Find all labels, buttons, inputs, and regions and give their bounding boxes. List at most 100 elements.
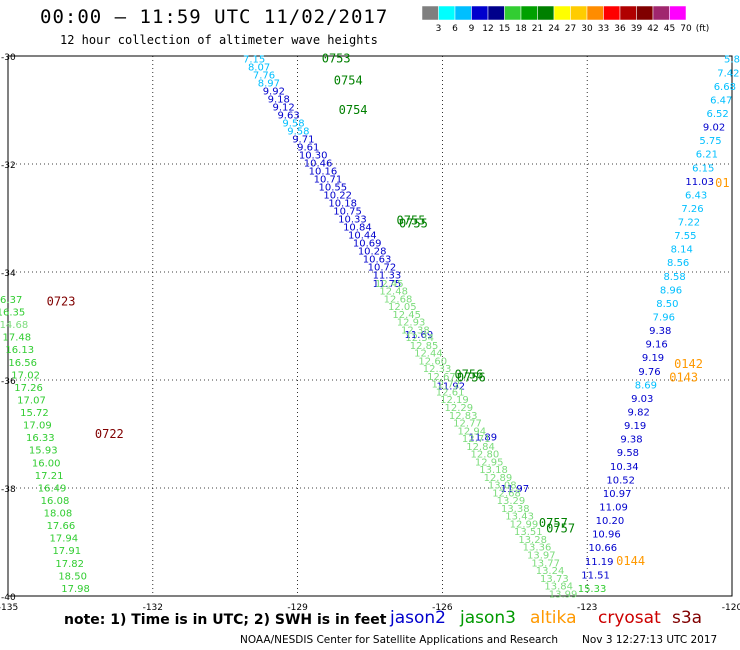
- colorbar-label: 6: [452, 24, 458, 34]
- wave-height-label: 12.68: [384, 294, 413, 305]
- wave-height-label: 11.92: [437, 381, 466, 392]
- wave-height-label: 7.15: [243, 55, 265, 66]
- wave-height-label: 9.61: [297, 143, 319, 154]
- pass-time-label: 0755: [397, 214, 426, 228]
- wave-height-label: 6.68: [714, 82, 736, 93]
- wave-height-label: 8.50: [656, 299, 678, 310]
- wave-height-label: 17.07: [17, 395, 46, 406]
- wave-height-label: 11.89: [469, 433, 498, 444]
- wave-height-label: 12.95: [475, 457, 504, 468]
- wave-height-label: 11.33: [373, 271, 402, 282]
- wave-height-label: 10.16: [309, 167, 338, 178]
- wave-height-label: 13.29: [497, 496, 526, 507]
- legend-s3a: s3a: [672, 608, 703, 628]
- wave-height-label: 9.03: [631, 394, 653, 405]
- grid-lines: [8, 56, 732, 596]
- wave-height-label: 13.73: [540, 574, 569, 585]
- wave-height-label: 13.36: [523, 543, 552, 554]
- colorbar-label: 3: [436, 24, 442, 34]
- pass-time-label: 0757: [539, 516, 568, 530]
- wave-height-label: 6.21: [696, 150, 718, 161]
- wave-height-label: 13.84: [544, 582, 573, 593]
- wave-height-label: 9.38: [620, 435, 642, 446]
- axes: -135 -132 -129 -126 -123 -120 -30 -32 -34 -36 -38 -…: [0, 53, 740, 613]
- x-tick-label: -129: [287, 603, 308, 613]
- wave-height-label: 7.26: [681, 204, 703, 215]
- colorbar-label: 12: [482, 24, 493, 34]
- wave-height-label: 8.14: [671, 245, 693, 256]
- pass-time-label: 0144: [616, 554, 645, 568]
- pass-time-label: 01: [715, 176, 729, 190]
- colorbar-swatch: [438, 5, 456, 21]
- wave-height-label: 12.99: [510, 519, 539, 530]
- pass-time-label: 0722: [95, 427, 124, 441]
- wave-height-label: 9.02: [703, 123, 725, 134]
- chart-title: 00:00 – 11:59 UTC 11/02/2017: [40, 6, 389, 28]
- wave-height-label: 12.77: [453, 419, 482, 430]
- wave-height-label: 12.29: [444, 403, 473, 414]
- colorbar-label: 15: [499, 24, 510, 34]
- wave-height-label: 12.19: [440, 395, 469, 406]
- wave-height-label: 7.42: [717, 68, 739, 79]
- wave-height-label: 12.45: [375, 279, 404, 290]
- wave-height-label: 11.51: [581, 570, 610, 581]
- wave-height-label: 10.96: [592, 530, 621, 541]
- pass-time-label: 0756: [454, 368, 483, 382]
- wave-height-label: 15.33: [578, 584, 607, 595]
- credit-text: NOAA/NESDIS Center for Satellite Applica…: [240, 634, 558, 646]
- data-labels: 7.158.077.768.979.929.189.129.639.589.58…: [0, 55, 740, 601]
- pass-time-label: 0754: [339, 103, 368, 117]
- pass-time-label: 0756: [457, 370, 486, 384]
- x-tick-label: -123: [577, 603, 597, 613]
- wave-height-label: 17.82: [55, 559, 84, 570]
- wave-height-label: 13.08: [488, 481, 517, 492]
- wave-height-label: 12.83: [449, 411, 478, 422]
- wave-height-label: 17.66: [47, 521, 76, 532]
- colorbar-swatch: [669, 5, 687, 21]
- colorbar-label: 33: [598, 24, 609, 34]
- colorbar-swatch: [553, 5, 571, 21]
- wave-height-label: 9.58: [282, 119, 304, 130]
- wave-height-label: 14.68: [0, 320, 28, 331]
- wave-height-label: 12.72: [431, 380, 460, 391]
- wave-height-label: 8.56: [667, 258, 689, 269]
- wave-height-label: 10.52: [606, 475, 635, 486]
- y-tick-label: -32: [1, 161, 16, 171]
- wave-height-label: 9.19: [624, 421, 646, 432]
- colorbar-label: 30: [581, 24, 593, 34]
- wave-height-label: 7.55: [674, 231, 696, 242]
- wave-height-label: 10.55: [318, 183, 347, 194]
- colorbar-swatch: [487, 5, 505, 21]
- wave-height-label: 9.82: [628, 408, 650, 419]
- pass-time-label: 0723: [47, 295, 76, 309]
- colorbar-label: 24: [548, 24, 560, 34]
- colorbar-swatch: [652, 5, 670, 21]
- colorbar-label: 18: [515, 24, 527, 34]
- wave-height-label: 16.37: [0, 295, 22, 306]
- colorbar-swatch: [421, 5, 439, 21]
- colorbar-label: 39: [631, 24, 643, 34]
- wave-height-label: 5.8: [724, 55, 740, 66]
- wave-height-label: 5.75: [699, 136, 721, 147]
- wave-height-label: 18.50: [58, 571, 87, 582]
- wave-height-label: 9.63: [277, 111, 299, 122]
- wave-height-label: 12.38: [401, 325, 430, 336]
- colorbar-swatch: [603, 5, 621, 21]
- wave-height-label: 17.48: [2, 333, 31, 344]
- wave-height-label: 13.18: [479, 465, 508, 476]
- wave-height-label: 10.34: [610, 462, 639, 473]
- wave-height-label: 12.68: [492, 488, 521, 499]
- pass-time-label: 0143: [669, 370, 698, 384]
- legend-altika: altika: [530, 608, 577, 628]
- wave-height-label: 11.19: [585, 557, 614, 568]
- wave-height-label: 12.34: [405, 333, 434, 344]
- wave-height-label: 13.28: [518, 535, 547, 546]
- wave-height-label: 10.28: [358, 247, 387, 258]
- pass-time-label: 0142: [674, 357, 703, 371]
- wave-height-label: 12.44: [414, 349, 443, 360]
- colorbar-label: 21: [532, 24, 543, 34]
- colorbar-label: 70: [680, 24, 692, 34]
- wave-height-label: 16.49: [38, 483, 67, 494]
- timestamp-text: Nov 3 12:27:13 UTC 2017: [582, 634, 718, 646]
- colorbar-swatch: [504, 5, 522, 21]
